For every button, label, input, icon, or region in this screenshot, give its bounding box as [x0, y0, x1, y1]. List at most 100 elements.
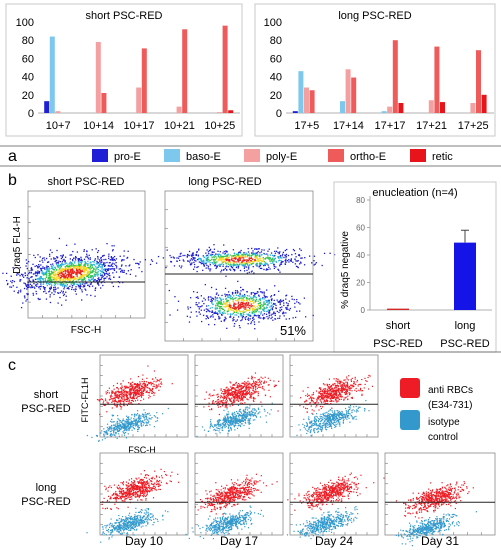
flow-dot [235, 264, 237, 266]
flow-dot [49, 279, 51, 282]
flow-dot [132, 394, 135, 396]
flow-dot [117, 423, 119, 425]
flow-dot [226, 391, 228, 393]
flow-dot [242, 310, 244, 313]
flow-dot [78, 268, 81, 271]
flow-dot [33, 254, 35, 257]
flow-dot [124, 425, 126, 427]
flow-dot [128, 394, 131, 396]
bar-ortho-e-10+17 [141, 48, 147, 113]
flow-dot [129, 383, 132, 385]
flow-dot [278, 311, 280, 314]
flow-dot [245, 304, 247, 307]
flow-dot [271, 307, 274, 309]
flow-dot [224, 406, 226, 408]
flow-dot [266, 269, 268, 271]
flow-dot [143, 385, 145, 387]
flow-dot [44, 268, 46, 270]
flow-dot [141, 380, 143, 383]
flow-dot [81, 269, 83, 272]
flow-dot [210, 419, 212, 421]
y-tick-label: 40 [270, 72, 282, 84]
flow-dot [62, 292, 64, 294]
legend-label-poly-e: poly-E [266, 151, 297, 163]
flow-dot [246, 313, 248, 315]
flow-dot [236, 418, 239, 420]
flow-dot [215, 267, 217, 270]
flow-dot [64, 263, 66, 265]
flow-dot [78, 278, 80, 280]
flow-dot [217, 401, 220, 403]
flow-dot [227, 263, 230, 265]
flow-dot [216, 266, 218, 268]
flow-dot [86, 255, 88, 257]
flow-dot [273, 294, 275, 296]
flow-dot [118, 430, 120, 432]
flow-dot [224, 426, 226, 429]
flow-dot [58, 277, 60, 279]
flow-dot [245, 306, 247, 308]
flow-dot [78, 258, 81, 260]
flow-dot [243, 251, 245, 254]
flow-dot [130, 382, 132, 384]
flow-dot [54, 270, 57, 273]
flow-dot [210, 298, 212, 301]
flow-dot [225, 305, 227, 307]
flow-dot [222, 261, 224, 264]
flow-dot [80, 264, 82, 266]
flow-dot [114, 400, 117, 402]
flow-dot [40, 267, 42, 270]
flow-dot [64, 267, 66, 270]
flow-dot [122, 431, 124, 433]
flow-dot [203, 302, 205, 305]
flow-dot [136, 390, 139, 393]
flow-dot [221, 314, 223, 316]
flow-dot [297, 266, 299, 269]
flow-dot [252, 387, 254, 390]
flow-dot [247, 318, 249, 321]
flow-dot [83, 272, 85, 274]
flow-dot [82, 278, 85, 281]
flow-dot [232, 421, 235, 423]
flow-dot [75, 271, 78, 273]
flow-dot [278, 380, 280, 382]
flow-dot [213, 257, 215, 259]
flow-dot [252, 299, 254, 301]
flow-dot [220, 419, 222, 421]
flow-dot [246, 413, 248, 415]
flow-dot [257, 250, 259, 253]
flow-dot [168, 289, 170, 292]
flow-dot [207, 261, 209, 263]
flow-dot [71, 272, 73, 275]
flow-dot [279, 254, 282, 257]
flow-dot [281, 257, 283, 259]
flow-dot [203, 264, 205, 266]
flow-dot [232, 400, 235, 402]
flow-dot [54, 291, 56, 293]
flow-dot [107, 273, 109, 276]
flow-dot [198, 257, 200, 260]
flow-dot [88, 267, 91, 269]
flow-dot [208, 268, 210, 270]
flow-dot [133, 424, 135, 426]
flow-dot [249, 407, 251, 409]
flow-dot [227, 305, 229, 308]
flow-dot [231, 387, 233, 390]
flow-dot [244, 259, 246, 261]
flow-dot [224, 402, 227, 404]
flow-dot [230, 263, 232, 265]
flow-dot [264, 376, 266, 378]
flow-dot [155, 387, 157, 389]
flow-dot [252, 292, 254, 294]
flow-dot [65, 270, 67, 273]
flow-dot [233, 322, 236, 325]
flow-dot [218, 318, 220, 320]
flow-dot [299, 303, 301, 305]
flow-dot [83, 258, 86, 260]
flow-dot [249, 405, 251, 407]
flow-dot [212, 314, 214, 316]
flow-dot [268, 314, 270, 316]
flow-dot [254, 377, 256, 379]
flow-dot [156, 417, 158, 419]
flow-dot [243, 259, 246, 261]
